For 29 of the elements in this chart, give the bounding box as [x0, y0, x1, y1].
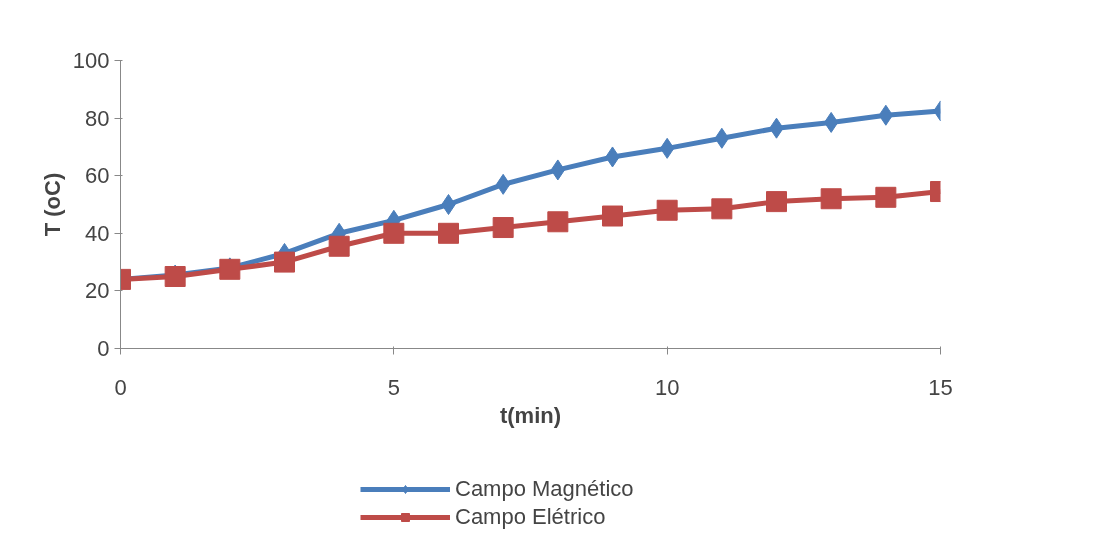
- point: [711, 198, 733, 220]
- y-tick-label: 0: [97, 336, 110, 361]
- point: [219, 258, 241, 280]
- point: [438, 222, 459, 244]
- point: [164, 266, 186, 287]
- x-tick-label: 15: [928, 374, 953, 400]
- point: [766, 191, 787, 213]
- point: [492, 217, 514, 239]
- x-tick-label: 0: [114, 374, 127, 400]
- legend-label: Campo Magnético: [455, 476, 634, 502]
- legend-label: Campo Elétrico: [455, 504, 606, 530]
- point: [441, 194, 456, 215]
- point: [602, 205, 623, 227]
- point: [656, 199, 678, 221]
- point: [820, 188, 842, 210]
- y-tick-label: 100: [72, 48, 110, 73]
- y-axis-title: T (oC): [39, 172, 65, 237]
- y-tick-label: 80: [85, 105, 110, 131]
- x-tick-label: 5: [387, 374, 400, 400]
- point: [383, 222, 405, 244]
- x-axis-title: t(min): [499, 402, 562, 428]
- x-tick-label: 10: [654, 374, 680, 400]
- y-tick-label: 20: [85, 278, 110, 304]
- point: [875, 186, 897, 208]
- y-tick-label: 40: [85, 220, 110, 246]
- point: [547, 211, 569, 233]
- point: [274, 251, 295, 273]
- point: [328, 235, 350, 257]
- y-tick-label: 60: [85, 163, 110, 189]
